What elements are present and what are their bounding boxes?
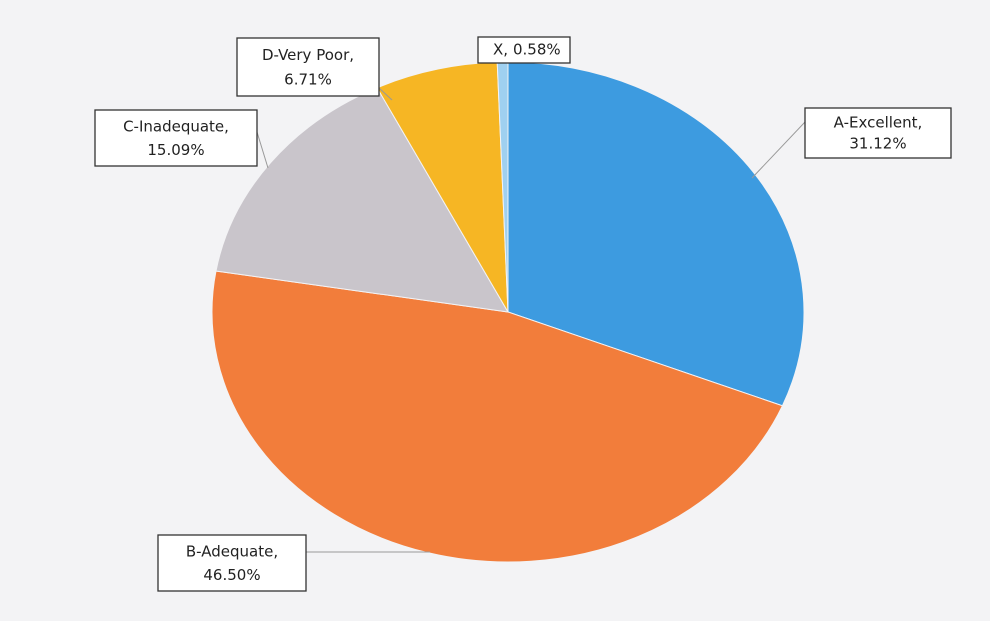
label-box	[94, 109, 258, 167]
pie-slice	[507, 61, 805, 407]
label-category: B-Adequate,	[186, 542, 278, 560]
label-box	[477, 36, 571, 64]
leader-line	[378, 87, 393, 101]
label-value: 15.09%	[147, 141, 204, 159]
label-category: X,	[493, 41, 508, 59]
label-box	[804, 107, 952, 159]
label-value: 31.12%	[849, 135, 906, 153]
data-label: A-Excellent, 31.12%	[751, 107, 952, 179]
data-label: B-Adequate, 46.50%	[157, 534, 430, 592]
leader-line	[256, 131, 269, 169]
pie-slice	[211, 270, 784, 563]
label-value: 6.71%	[284, 70, 332, 88]
leader-line	[751, 121, 806, 179]
pie-slice	[215, 87, 509, 313]
data-label: C-Inadequate, 15.09%	[94, 109, 269, 169]
label-category: A-Excellent,	[834, 114, 923, 132]
label-value: 0.58%	[513, 41, 561, 59]
label-category: C-Inadequate,	[123, 117, 229, 135]
data-label: X, 0.58%	[477, 36, 571, 64]
label-box	[236, 37, 380, 97]
label-box	[157, 534, 307, 592]
label-value: 46.50%	[203, 566, 260, 584]
data-label: D-Very Poor, 6.71%	[236, 37, 393, 101]
label-category: D-Very Poor,	[262, 46, 354, 64]
